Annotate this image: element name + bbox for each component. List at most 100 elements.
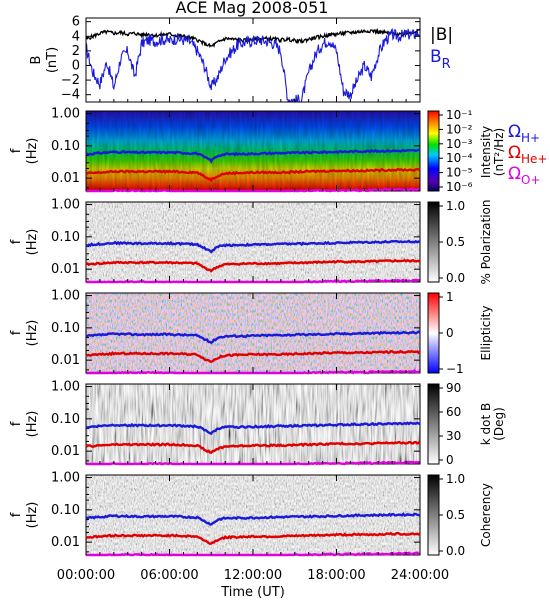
panel-b-ytick-label: −4 bbox=[61, 88, 80, 103]
omega-h-line bbox=[85, 239, 421, 254]
x-axis: 00:00:00 06:00:00 12:00:00 18:00:00 24:00:00 bbox=[57, 18, 449, 583]
colorbar-tick-label: 10⁻⁴ bbox=[446, 151, 473, 165]
colorbar-tick-label: 10⁻⁶ bbox=[446, 180, 473, 194]
x-tick-label: 24:00:00 bbox=[391, 568, 449, 583]
chart-title: ACE Mag 2008-051 bbox=[176, 0, 329, 17]
freq-ylabel-unit: (Hz) bbox=[25, 411, 40, 438]
intensity-colorbar-title: Intensity bbox=[479, 126, 493, 178]
legend-b-r-main: B bbox=[430, 47, 442, 67]
ellipticity-colorbar-title: Ellipticity bbox=[479, 306, 493, 361]
x-tick-label: 06:00:00 bbox=[140, 568, 198, 583]
coherency-colorbar-title: Coherency bbox=[479, 483, 493, 547]
freq-ylabel-unit: (Hz) bbox=[25, 229, 40, 256]
freq-ytick-label: 1.00 bbox=[51, 380, 80, 395]
x-tick-label: 18:00:00 bbox=[307, 568, 365, 583]
intensity-colorbar bbox=[427, 110, 440, 192]
freq-ylabel-unit: (Hz) bbox=[25, 138, 40, 165]
kdotb-colorbar-ticks: 90 60 30 0 bbox=[439, 381, 461, 467]
colorbar-tick-label: 10⁻⁵ bbox=[446, 166, 473, 180]
freq-ylabel-unit: (Hz) bbox=[25, 320, 40, 347]
omega-he-line bbox=[85, 440, 421, 455]
colorbar-tick-label: 90 bbox=[446, 381, 461, 395]
ellipticity-colorbar-ticks: 1 0 −1 bbox=[439, 290, 464, 376]
freq-ytick-label: 1.00 bbox=[51, 289, 80, 304]
kdotb-colorbar-title: k dot B bbox=[479, 403, 493, 445]
legend-omega-h-main: Ω bbox=[508, 122, 521, 142]
freq-ytick-label: 0.01 bbox=[51, 262, 80, 277]
colorbar-tick-label: 0 bbox=[446, 326, 454, 340]
intensity-colorbar-unit: (nT²/Hz) bbox=[492, 128, 506, 176]
panel-b-ylabel-b: B bbox=[29, 56, 44, 65]
legend-omega-he: ΩHe+ bbox=[508, 143, 547, 166]
legend-omega-h-sub: H+ bbox=[521, 131, 540, 145]
kdotb-colorbar-unit: (Deg) bbox=[492, 407, 506, 441]
freq-ylabel-unit: (Hz) bbox=[25, 502, 40, 529]
freq-ytick-label: 0.10 bbox=[51, 412, 80, 427]
colorbar-tick-label: 0.5 bbox=[446, 235, 465, 249]
coherency-colorbar-ticks: 1.0 0.5 0.0 bbox=[439, 472, 465, 558]
colorbar-tick-label: 0.5 bbox=[446, 508, 465, 522]
panel-b-ytick-label: 6 bbox=[72, 15, 80, 30]
legend-omega-he-main: Ω bbox=[508, 143, 521, 163]
colorbar-tick-label: 10⁻² bbox=[446, 122, 473, 136]
panel-b-ylabel-unit: (nT) bbox=[45, 47, 60, 73]
omega-h-line bbox=[85, 512, 421, 526]
polarization-colorbar bbox=[427, 201, 440, 283]
colorbar-tick-label: 0.0 bbox=[446, 271, 465, 285]
freq-ytick-label: 0.10 bbox=[51, 503, 80, 518]
freq-ytick-label: 0.10 bbox=[51, 321, 80, 336]
panel-b-ytick-label: 2 bbox=[72, 44, 80, 59]
colorbar-tick-label: 60 bbox=[446, 405, 461, 419]
intensity-colorbar-ticks: 10⁻¹10⁻²10⁻³10⁻⁴10⁻⁵10⁻⁶ bbox=[439, 108, 473, 194]
colorbar-tick-label: 1.0 bbox=[446, 199, 465, 213]
ellipticity-colorbar bbox=[427, 292, 440, 374]
legend-omega-o-main: Ω bbox=[508, 164, 521, 184]
panel-b-ytick-label: 0 bbox=[72, 58, 80, 73]
freq-ytick-label: 0.01 bbox=[51, 444, 80, 459]
legend-b-total: |B| bbox=[430, 25, 453, 45]
freq-ytick-label: 0.01 bbox=[51, 171, 80, 186]
polarization-colorbar-ticks: 1.0 0.5 0.0 bbox=[439, 199, 465, 285]
colorbar-tick-label: 10⁻³ bbox=[446, 137, 473, 151]
polarization-colorbar-title: % Polarization bbox=[479, 200, 493, 285]
x-axis-title: Time (UT) bbox=[220, 585, 285, 600]
omega-h-line bbox=[85, 148, 421, 164]
colorbar-tick-label: 1 bbox=[446, 290, 454, 304]
panel-b-ytick-label: −2 bbox=[61, 73, 80, 88]
omega-he-line bbox=[85, 167, 421, 183]
x-tick-label: 12:00:00 bbox=[224, 568, 282, 583]
colorbar-tick-label: 0 bbox=[446, 453, 454, 467]
series-b-r-line bbox=[86, 28, 420, 102]
omega-h-line bbox=[86, 330, 421, 345]
freq-ytick-label: 0.10 bbox=[51, 139, 80, 154]
freq-ytick-label: 0.10 bbox=[51, 230, 80, 245]
omega-h-line bbox=[85, 421, 421, 435]
freq-ytick-label: 1.00 bbox=[51, 198, 80, 213]
freq-ylabel-f: f bbox=[9, 330, 24, 335]
legend-omega-o-sub: O+ bbox=[521, 173, 541, 187]
colorbar-tick-label: 30 bbox=[446, 429, 461, 443]
legend-omega-he-sub: He+ bbox=[521, 152, 547, 166]
colorbar-tick-label: −1 bbox=[446, 362, 464, 376]
omega-he-line bbox=[85, 349, 421, 364]
freq-ytick-label: 1.00 bbox=[51, 107, 80, 122]
freq-ytick-label: 1.00 bbox=[51, 471, 80, 486]
freq-ytick-label: 0.01 bbox=[51, 353, 80, 368]
legend-omega-h: ΩH+ bbox=[508, 122, 540, 145]
kdotb-colorbar bbox=[427, 383, 440, 465]
coherency-colorbar bbox=[427, 474, 440, 556]
frequency-axes: 1.000.100.01f (Hz)1.000.100.01f (Hz)1.000.… bbox=[9, 107, 420, 553]
panel-polarization: 1.0 0.5 0.0 % Polarization bbox=[85, 199, 493, 285]
freq-ylabel-f: f bbox=[9, 421, 24, 426]
omega-he-line bbox=[85, 531, 421, 545]
legend-b-r: BR bbox=[430, 47, 451, 72]
legend-b-r-sub: R bbox=[442, 57, 451, 72]
colorbar-tick-label: 10⁻¹ bbox=[446, 108, 473, 122]
colorbar-tick-label: 0.0 bbox=[446, 544, 465, 558]
panel-b-ytick-label: 4 bbox=[72, 29, 80, 44]
panel-kdotb: 90 60 30 0 k dot B (Deg) bbox=[85, 381, 506, 467]
freq-ytick-label: 0.01 bbox=[51, 535, 80, 550]
